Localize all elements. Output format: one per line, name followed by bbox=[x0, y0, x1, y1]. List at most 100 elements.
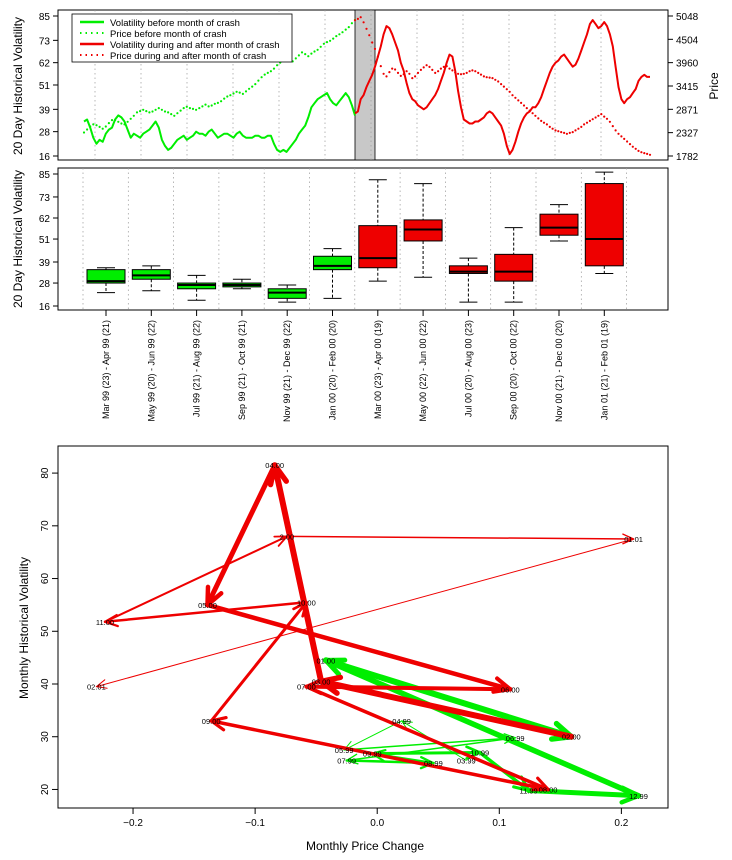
price-point bbox=[248, 87, 251, 90]
price-point bbox=[428, 65, 431, 68]
price-point bbox=[359, 16, 362, 19]
arrow-shaft bbox=[95, 538, 635, 688]
price-point bbox=[540, 119, 543, 122]
arrow-03.00-to-04.00 bbox=[267, 462, 325, 685]
price-point bbox=[583, 123, 586, 126]
p2-grid bbox=[82, 168, 627, 310]
price-point bbox=[611, 125, 614, 128]
point-label: 12.99 bbox=[629, 792, 648, 801]
p2-category-label: Mar 00 (23) - Apr 00 (19) bbox=[373, 320, 383, 419]
price-point bbox=[82, 131, 86, 134]
price-point bbox=[107, 122, 110, 125]
price-point bbox=[479, 73, 483, 76]
box-11 bbox=[584, 183, 624, 267]
price-point bbox=[402, 73, 405, 76]
p2-category-label: May 00 (22) - Jun 00 (22) bbox=[418, 320, 428, 422]
price-point bbox=[322, 42, 325, 45]
point-label: 04.00 bbox=[265, 461, 284, 470]
point-label: 05.99 bbox=[335, 746, 354, 755]
price-point bbox=[376, 55, 379, 58]
box-0 bbox=[86, 269, 126, 284]
price-point bbox=[494, 78, 497, 81]
price-point bbox=[388, 71, 391, 74]
price-point bbox=[353, 19, 357, 22]
point-label: 11.99 bbox=[519, 787, 537, 796]
price-point bbox=[120, 122, 123, 125]
price-point bbox=[545, 123, 549, 126]
price-point bbox=[182, 107, 185, 110]
point-label: 01.00 bbox=[317, 656, 336, 665]
price-point bbox=[399, 74, 402, 77]
p1-ytick-label: 16 bbox=[39, 152, 51, 163]
p1-ytick-right-label: 4504 bbox=[676, 35, 699, 46]
box-5 bbox=[313, 255, 352, 271]
price-point bbox=[431, 68, 434, 71]
price-point bbox=[238, 91, 241, 94]
point-label: 06.99 bbox=[506, 734, 525, 743]
price-point bbox=[95, 124, 98, 127]
point-label: 08.99 bbox=[424, 759, 443, 768]
price-point bbox=[365, 27, 368, 30]
price-point bbox=[465, 71, 468, 74]
p1-right-axis: 1782 2327 2871 3415 3960 4504 5048 bbox=[668, 12, 699, 163]
price-point bbox=[603, 115, 606, 118]
price-point bbox=[316, 48, 319, 51]
price-point bbox=[643, 152, 646, 155]
price-point bbox=[226, 95, 229, 98]
arrow-shaft bbox=[205, 462, 278, 608]
p3-xtick-label: −0.2 bbox=[123, 818, 143, 829]
price-point bbox=[531, 112, 534, 115]
price-point bbox=[235, 90, 238, 93]
p1-ytick-right-label: 3415 bbox=[676, 82, 699, 93]
legend-label-1: Price before month of crash bbox=[110, 29, 227, 40]
price-point bbox=[425, 64, 428, 67]
price-point bbox=[648, 153, 652, 156]
p1-ytick-right-label: 1782 bbox=[676, 152, 699, 163]
price-point bbox=[628, 143, 632, 146]
price-point bbox=[198, 107, 201, 110]
price-point bbox=[511, 94, 514, 97]
price-point bbox=[419, 68, 422, 71]
p2-category-label: Jul 00 (20) - Aug 00 (23) bbox=[463, 320, 473, 417]
point-label: 10.99 bbox=[470, 749, 489, 758]
p3-xtick-label: 0.0 bbox=[370, 818, 384, 829]
price-point bbox=[396, 71, 400, 74]
price-point bbox=[92, 123, 95, 126]
price-point bbox=[379, 65, 382, 68]
p3-ylabel: Monthly Historical Volatility bbox=[17, 557, 31, 699]
price-point bbox=[304, 53, 307, 56]
price-point bbox=[204, 103, 207, 106]
price-point bbox=[207, 105, 210, 108]
price-point bbox=[560, 131, 563, 134]
arrow-shaft bbox=[323, 657, 642, 799]
p3-ytick-label: 40 bbox=[40, 678, 51, 690]
price-point bbox=[332, 37, 335, 40]
p3-y-axis: 20 30 40 50 60 70 80 bbox=[40, 467, 59, 795]
price-point bbox=[123, 123, 126, 126]
price-point bbox=[154, 108, 157, 111]
price-point bbox=[188, 107, 191, 110]
price-point bbox=[335, 35, 338, 38]
price-point bbox=[634, 147, 637, 150]
price-point bbox=[528, 109, 531, 112]
price-point bbox=[257, 79, 260, 82]
price-point bbox=[608, 120, 612, 123]
price-point bbox=[405, 70, 408, 73]
arrow-shaft bbox=[103, 601, 308, 624]
price-point bbox=[201, 105, 204, 108]
price-point bbox=[129, 117, 132, 120]
arrow-04.00-to-05.00 bbox=[205, 462, 278, 608]
arrow-shaft bbox=[304, 684, 550, 792]
price-point bbox=[229, 94, 232, 97]
price-point bbox=[565, 132, 569, 135]
legend-box bbox=[71, 13, 293, 63]
price-point bbox=[437, 70, 440, 73]
price-point bbox=[459, 73, 463, 76]
arrow-01.01-to-02.01 bbox=[95, 538, 635, 689]
price-point bbox=[139, 110, 142, 113]
price-point bbox=[276, 64, 279, 67]
price-point bbox=[170, 113, 173, 116]
p1-left-axis: 16 28 39 51 62 73 85 bbox=[39, 12, 59, 163]
point-label: 04.99 bbox=[392, 717, 411, 726]
arrow-shaft bbox=[271, 462, 325, 685]
